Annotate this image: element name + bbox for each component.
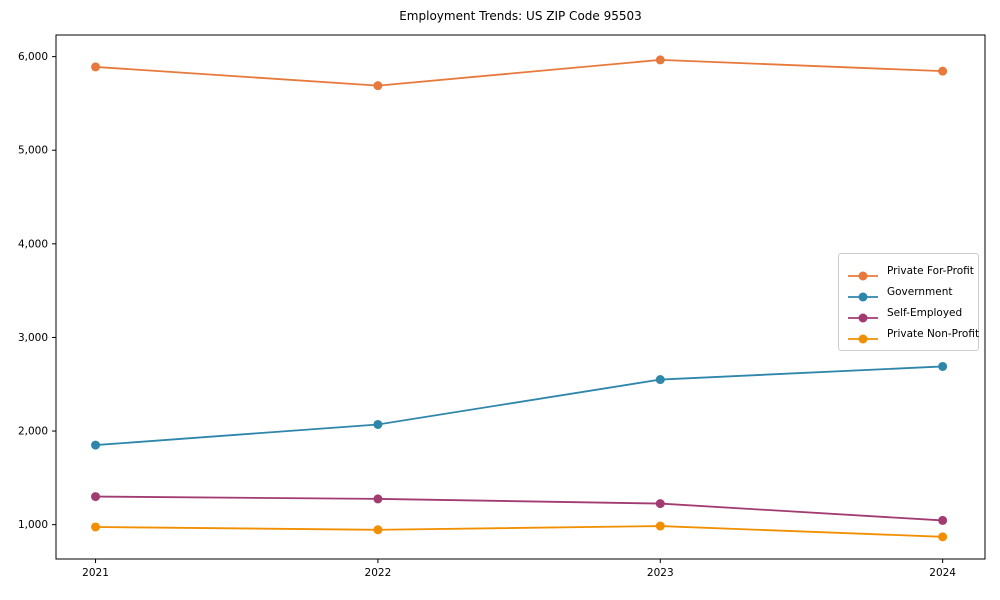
data-point-private-for-profit bbox=[91, 62, 101, 72]
data-point-self-employed bbox=[373, 494, 383, 504]
data-point-self-employed bbox=[655, 499, 665, 509]
legend-marker-icon bbox=[848, 329, 878, 343]
x-axis-tick-label: 2024 bbox=[929, 567, 956, 579]
data-point-private-for-profit bbox=[938, 66, 948, 76]
legend-label: Self-Employed bbox=[887, 306, 963, 319]
legend-item-self-employed: Self-Employed bbox=[848, 303, 969, 322]
legend-dot bbox=[858, 271, 868, 280]
data-point-government bbox=[938, 361, 948, 371]
legend-item-private-for-profit: Private For-Profit bbox=[848, 261, 974, 280]
legend-label: Government bbox=[887, 285, 953, 298]
data-point-private-non-profit bbox=[655, 521, 665, 531]
x-axis-tick-label: 2022 bbox=[365, 567, 392, 579]
legend-dot bbox=[858, 334, 868, 343]
x-axis-tick-label: 2023 bbox=[647, 567, 674, 579]
data-point-government bbox=[91, 440, 101, 450]
legend-marker-icon bbox=[848, 308, 878, 322]
legend-item-private-non-profit: Private Non-Profit bbox=[848, 324, 979, 343]
legend-label: Private Non-Profit bbox=[887, 327, 980, 340]
data-point-private-for-profit bbox=[655, 55, 665, 65]
data-point-private-non-profit bbox=[91, 522, 101, 532]
y-axis-tick-label: 4,000 bbox=[18, 238, 48, 250]
series-line-self-employed bbox=[95, 495, 943, 522]
legend-marker-icon bbox=[848, 287, 878, 301]
legend: Private For-Profit Government Self-Employe… bbox=[838, 253, 979, 351]
y-axis-tick-label: 1,000 bbox=[18, 519, 48, 531]
legend-dot bbox=[858, 313, 868, 322]
chart-title: Employment Trends: US ZIP Code 95503 bbox=[399, 9, 642, 23]
data-point-private-for-profit bbox=[373, 81, 383, 91]
y-axis-tick-label: 3,000 bbox=[18, 332, 48, 344]
data-point-government bbox=[373, 419, 383, 429]
series-line-private-for-profit bbox=[95, 58, 943, 87]
data-point-self-employed bbox=[938, 515, 948, 525]
y-axis-tick-label: 5,000 bbox=[18, 145, 48, 157]
series-line-private-non-profit bbox=[95, 525, 943, 538]
y-axis-tick-label: 6,000 bbox=[18, 51, 48, 63]
data-point-private-non-profit bbox=[938, 532, 948, 542]
legend-label: Private For-Profit bbox=[887, 264, 974, 277]
plot-frame bbox=[55, 34, 986, 560]
legend-item-government: Government bbox=[848, 282, 969, 301]
series-line-government bbox=[95, 365, 943, 446]
data-point-government bbox=[655, 375, 665, 385]
data-point-private-non-profit bbox=[373, 525, 383, 535]
y-axis-tick-label: 2,000 bbox=[18, 426, 48, 438]
legend-dot bbox=[858, 292, 868, 301]
legend-marker-icon bbox=[848, 266, 878, 280]
x-axis-tick-label: 2021 bbox=[82, 567, 109, 579]
data-point-self-employed bbox=[91, 492, 101, 502]
